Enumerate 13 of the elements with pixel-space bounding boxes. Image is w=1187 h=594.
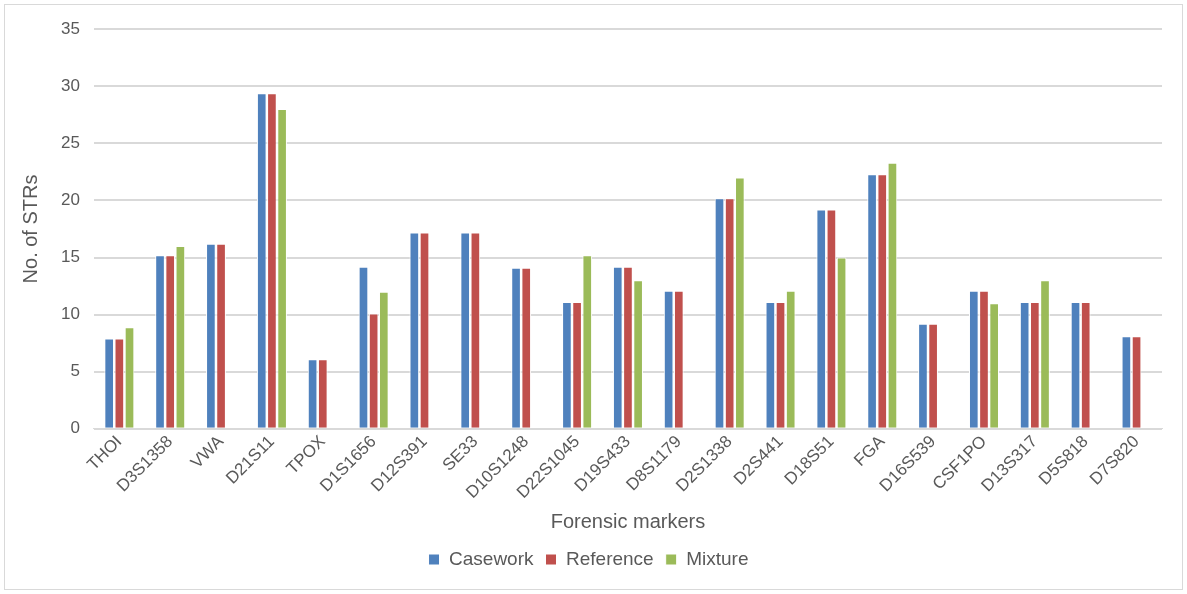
legend-label: Casework [449,547,535,569]
y-tick-label: 20 [60,190,80,210]
y-tick-label: 0 [70,418,80,438]
y-axis-title: No. of STRs [18,174,41,284]
y-tick-label: 15 [60,247,80,267]
y-tick-label: 5 [70,361,80,381]
y-tick-label: 35 [60,18,80,38]
x-axis-title: Forensic markers [550,509,706,532]
legend-label: Mixture [686,547,749,569]
y-tick-label: 10 [60,304,80,324]
y-tick-label: 30 [60,75,80,95]
legend-label: Reference [566,547,654,569]
y-tick-label: 25 [60,133,80,153]
